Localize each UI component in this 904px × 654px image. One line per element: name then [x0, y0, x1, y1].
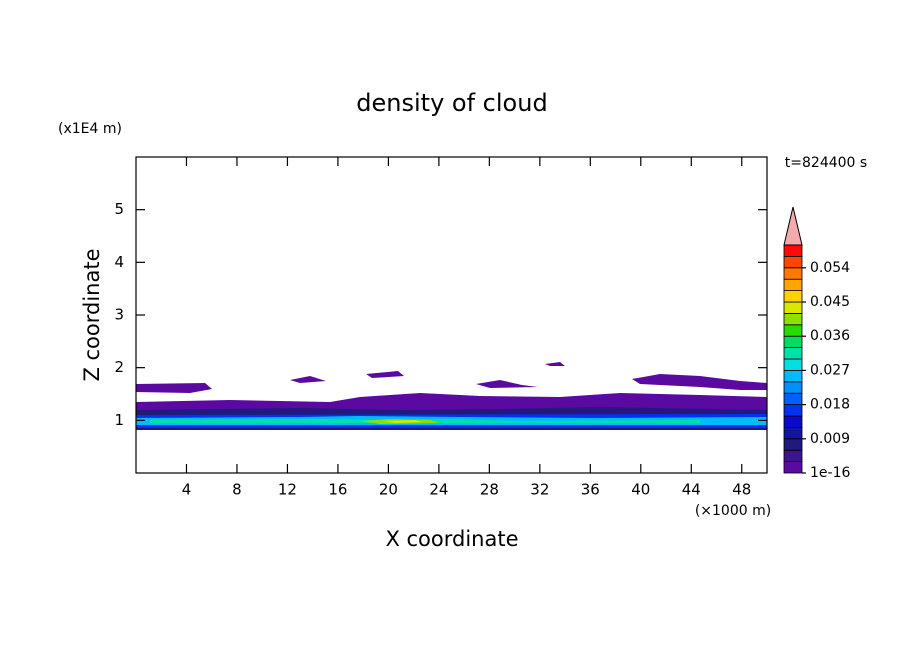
- colorbar-segment: [783, 369, 803, 383]
- y-tick-label: 3: [114, 306, 124, 324]
- colorbar-segment: [783, 461, 803, 474]
- x-axis-label: X coordinate: [385, 527, 518, 551]
- colorbar-tick-label: 0.045: [810, 294, 850, 310]
- time-annotation: t=824400 s: [785, 155, 867, 171]
- colorbar-segment: [783, 244, 803, 257]
- y-axis-label: Z coordinate: [80, 248, 104, 381]
- contour-field: [136, 362, 767, 430]
- x-tick-label: 16: [328, 481, 347, 499]
- colorbar-segment: [783, 335, 803, 349]
- x-tick-label: 44: [682, 481, 701, 499]
- y-unit: (x1E4 m): [58, 121, 122, 137]
- colorbar-segment: [783, 324, 803, 337]
- chart-title: density of cloud: [356, 89, 547, 117]
- colorbar-segment: [783, 267, 803, 280]
- colorbar-segment: [783, 255, 803, 269]
- colorbar-tick-label: 0.018: [810, 397, 850, 413]
- colorbar-segment: [783, 381, 803, 394]
- colorbar-tick-label: 0.054: [810, 260, 850, 276]
- colorbar-segment: [783, 290, 803, 303]
- x-tick-label: 36: [581, 481, 600, 499]
- y-tick-label: 1: [114, 411, 124, 429]
- colorbar-extend: [783, 206, 803, 246]
- colorbar-segment: [783, 426, 803, 440]
- colorbar-tick-label: 1e-16: [810, 465, 850, 481]
- x-tick-label: 24: [429, 481, 448, 499]
- x-tick-label: 48: [732, 481, 751, 499]
- x-tick-label: 40: [631, 481, 650, 499]
- colorbar-segment: [783, 278, 803, 292]
- x-tick-label: 32: [530, 481, 549, 499]
- x-unit: (×1000 m): [695, 503, 771, 519]
- colorbar-segment: [783, 301, 803, 314]
- y-tick-label: 5: [114, 200, 124, 218]
- colorbar-segment: [783, 358, 803, 371]
- x-tick-label: 28: [480, 481, 499, 499]
- x-tick-label: 20: [379, 481, 398, 499]
- colorbar-tick-label: 0.009: [810, 431, 850, 447]
- colorbar-segment: [783, 404, 803, 417]
- colorbar-segment: [783, 312, 803, 326]
- x-tick-label: 4: [182, 481, 192, 499]
- colorbar-tick-label: 0.036: [810, 328, 850, 344]
- y-tick-label: 4: [114, 253, 124, 271]
- colorbar-segment: [783, 392, 803, 406]
- colorbar-segment: [783, 347, 803, 360]
- colorbar-tick-label: 0.027: [810, 362, 850, 378]
- colorbar-segment: [783, 449, 803, 463]
- x-tick-label: 8: [232, 481, 242, 499]
- y-tick-label: 2: [114, 358, 124, 376]
- x-tick-label: 12: [278, 481, 297, 499]
- colorbar-segment: [783, 415, 803, 428]
- colorbar-segment: [783, 438, 803, 451]
